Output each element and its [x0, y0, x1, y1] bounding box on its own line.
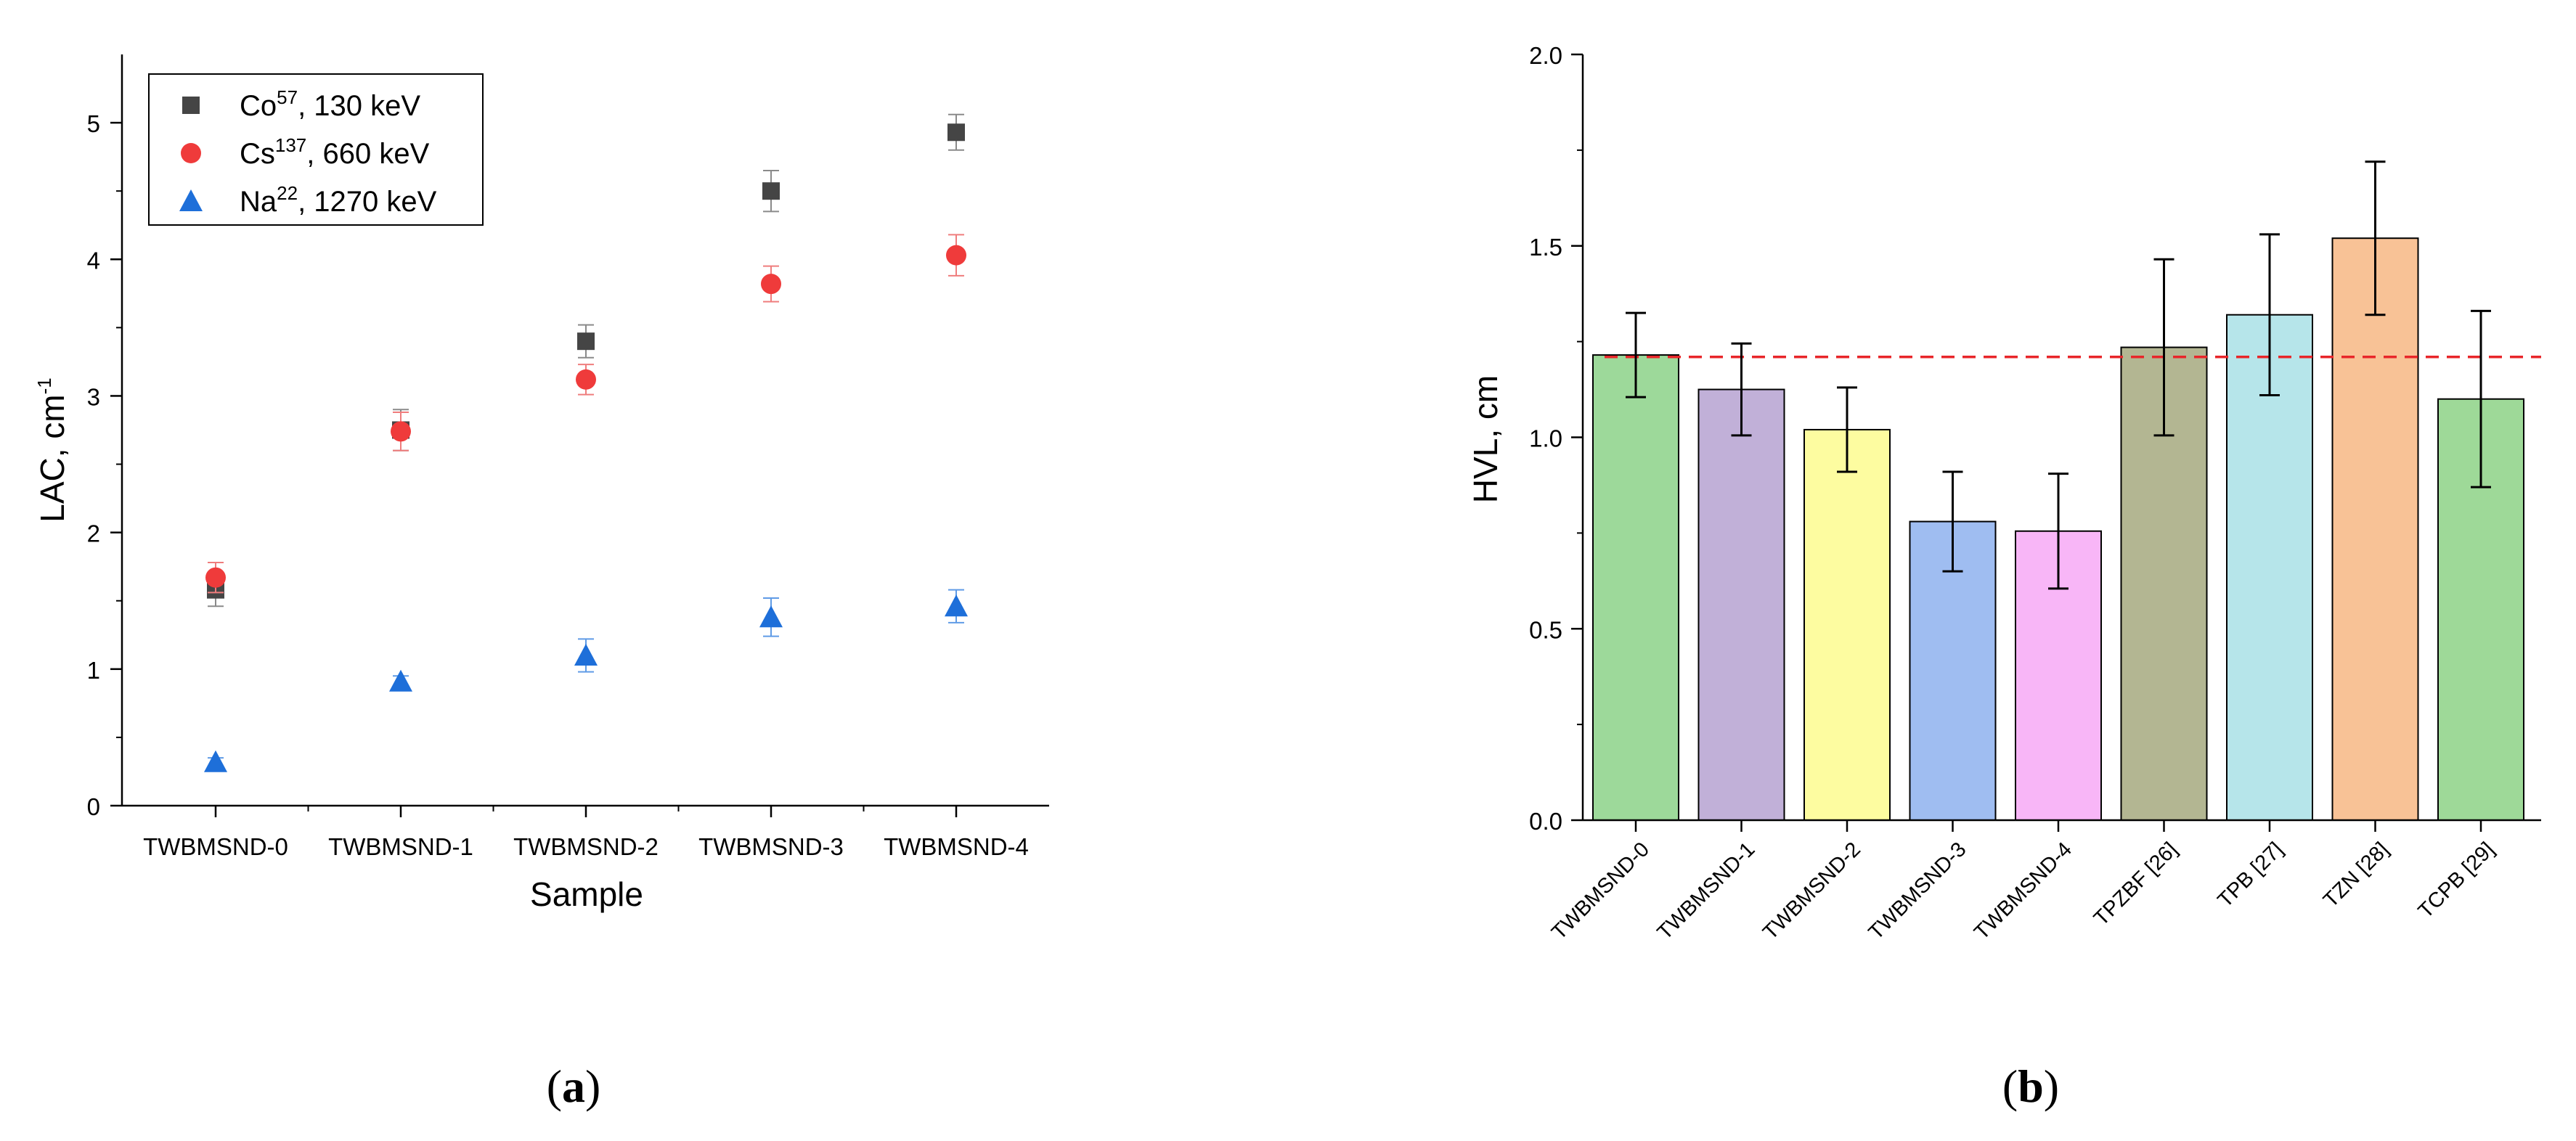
panel-a-y-tick-label: 2 [87, 520, 100, 547]
panel-a-point-circle [761, 274, 781, 295]
panel-a-point-circle [946, 245, 966, 266]
panel-a-legend-label: Co57, 130 keV [240, 86, 420, 122]
panel-b-y-tick-label: 1.0 [1529, 425, 1562, 452]
panel-b-y-tick-label: 2.0 [1529, 42, 1562, 69]
panel-b-bar [1592, 354, 1679, 821]
panel-a-point-triangle [389, 669, 412, 692]
panel-a-y-tick-label: 3 [87, 383, 100, 410]
panel-b-x-tick-label: TZN [28] [2319, 838, 2393, 912]
panel-a-legend-box [148, 73, 484, 226]
panel-a-point-triangle [204, 750, 227, 772]
panel-b-bar [2331, 237, 2419, 821]
panel-a-legend-marker-circle [181, 143, 201, 163]
panel-a-y-axis-title-sup: -1 [33, 377, 55, 394]
panel-b-caption: (b) [2002, 1060, 2059, 1112]
panel-b-caption-letter: b [2018, 1060, 2044, 1112]
panel-a-x-tick-label: TWBMSND-4 [884, 833, 1029, 860]
panel-a-legend-marker-triangle [179, 189, 203, 211]
panel-a-x-tick-label: TWBMSND-3 [698, 833, 844, 860]
panel-a-point-triangle [945, 594, 968, 617]
panel-a-x-tick-label: TWBMSND-0 [143, 833, 288, 860]
panel-a-axes [110, 54, 1049, 817]
panel-a-y-axis-title-main: LAC, cm [33, 394, 71, 522]
panel-a-legend-label-base: Cs [240, 138, 275, 170]
panel-a-legend-marker-square [182, 97, 200, 114]
panel-b-bar [1803, 428, 1891, 821]
panel-b-x-tick-label: TWBMSND-2 [1758, 838, 1865, 944]
panel-b-y-tick-label: 0.5 [1529, 616, 1562, 643]
panel-a-point-circle [576, 369, 596, 390]
panel-a-legend-label-sup: 137 [275, 134, 306, 156]
panel-a-tick-labels: 0 1 2 3 4 5 TWBMSND-0 TWBMSND-1 TWBMSND-2 TWBMSND… [87, 110, 1029, 860]
panel-a-data-marks [204, 113, 968, 772]
panel-a-point-square [577, 332, 595, 351]
panel-a-legend-label: Na22, 1270 keV [240, 182, 437, 218]
panel-a-caption: (a) [547, 1060, 601, 1112]
panel-b-x-tick-label: TWBMSND-4 [1970, 838, 2076, 944]
panel-b-bar [2226, 314, 2313, 821]
panel-b-bar-chart: 0.00.51.01.52.0TWBMSND-0TWBMSND-1TWBMSND… [1467, 42, 2541, 944]
panel-b-y-tick-label: 0.0 [1529, 808, 1562, 835]
panel-b-y-axis-title: HVL, cm [1467, 375, 1504, 503]
panel-a-point-circle [205, 567, 226, 588]
panel-a-scatter-chart: 0 1 2 3 4 5 TWBMSND-0 TWBMSND-1 TWBMSND-2 TWBMSND… [33, 54, 1049, 913]
panel-a-point-circle [391, 421, 411, 442]
panel-b-x-tick-label: TWBMSND-3 [1864, 838, 1971, 944]
panel-a-legend-label-sup: 57 [277, 86, 298, 108]
panel-b-axes [1571, 53, 2541, 832]
panel-a-x-tick-label: TWBMSND-2 [513, 833, 659, 860]
panel-b-x-tick-label: TPZBF [26] [2090, 838, 2182, 930]
panel-b-x-tick-label: TCPB [29] [2414, 838, 2499, 923]
panel-a-point-triangle [759, 605, 783, 628]
panel-a-legend: Co57, 130 keV Cs137, 660 keV Na22, 1270 ke… [148, 73, 484, 226]
panel-a-point-square [762, 182, 780, 200]
panel-a-x-tick-label: TWBMSND-1 [328, 833, 473, 860]
panel-a-point-triangle [574, 644, 598, 666]
panel-b-bar [1697, 388, 1785, 821]
panel-b-x-tick-label: TWBMSND-0 [1547, 838, 1654, 944]
panel-a-legend-label-tail: , 1270 keV [298, 186, 437, 218]
panel-a-y-tick-label: 5 [87, 110, 100, 137]
panel-a-y-tick-label: 1 [87, 657, 100, 684]
panel-b-x-tick-label: TWBMSND-1 [1653, 838, 1760, 944]
panel-a-legend-label-tail: , 660 keV [306, 138, 429, 170]
panel-a-y-axis-title: LAC, cm-1 [33, 377, 71, 523]
panel-a-legend-label-base: Na [240, 186, 277, 218]
panel-a-legend-label: Cs137, 660 keV [240, 134, 430, 170]
panel-b-x-tick-label: TPB [27] [2214, 838, 2288, 912]
panel-a-y-tick-label: 4 [87, 247, 100, 274]
panel-a-caption-letter: a [562, 1060, 585, 1112]
panel-a-legend-label-sup: 22 [277, 182, 298, 204]
panel-b-bars [1592, 160, 2541, 822]
panel-a-y-tick-label: 0 [87, 793, 100, 820]
panel-a-x-axis-title: Sample [530, 875, 643, 913]
panel-a-point-square [947, 123, 965, 142]
panel-a-legend-label-tail: , 130 keV [298, 90, 420, 122]
panel-a-legend-label-base: Co [240, 90, 277, 122]
panel-b-y-tick-label: 1.5 [1529, 234, 1562, 261]
